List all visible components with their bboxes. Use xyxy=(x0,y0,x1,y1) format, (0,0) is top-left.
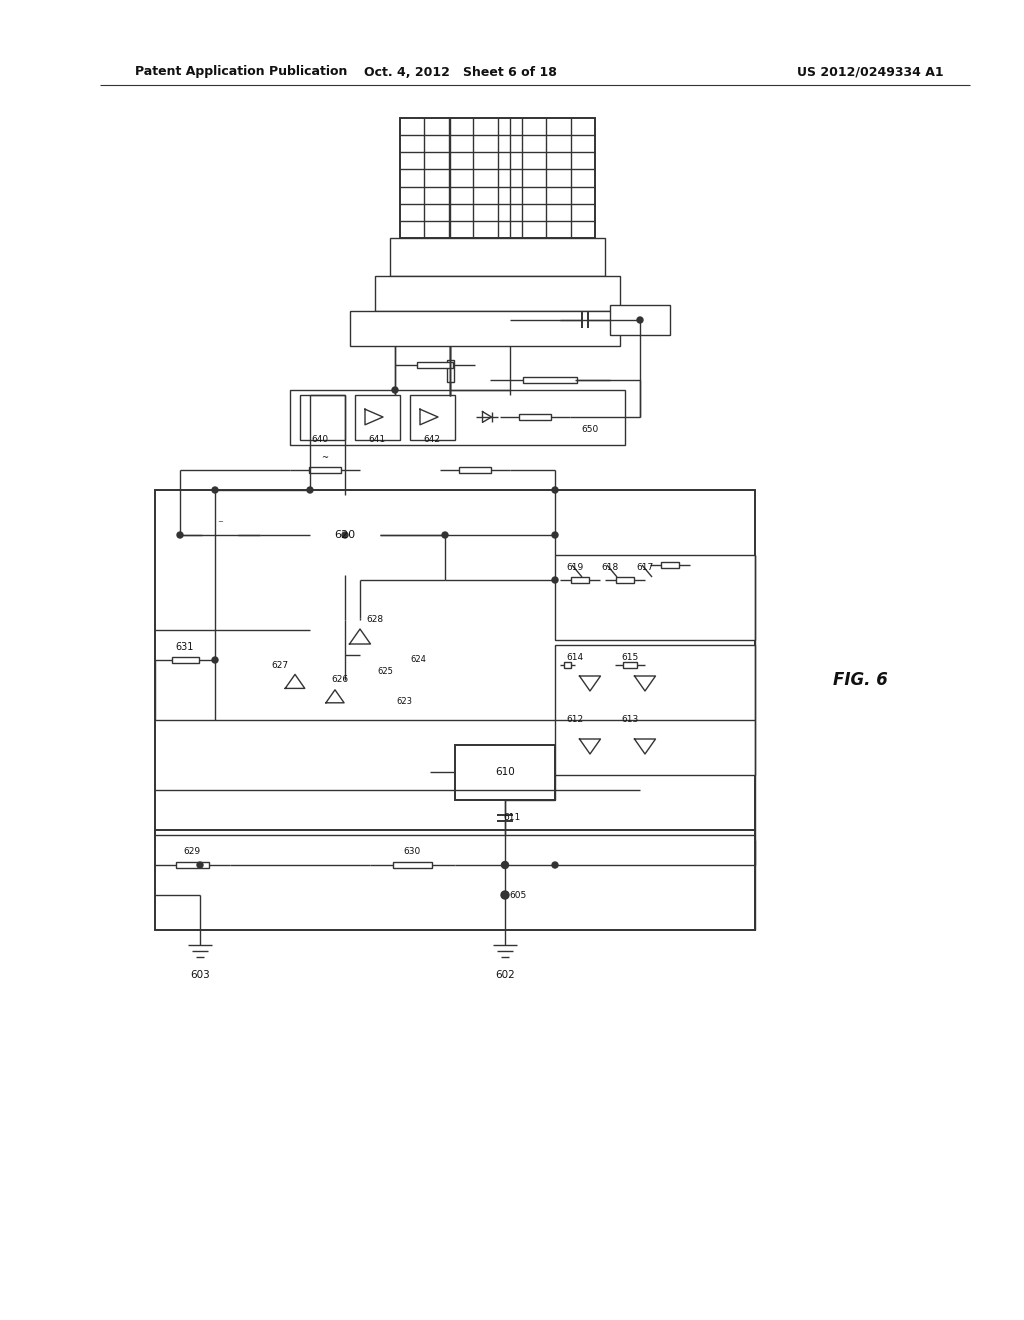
Bar xyxy=(459,467,490,473)
Text: 620: 620 xyxy=(335,531,355,540)
Text: 627: 627 xyxy=(271,660,289,669)
Text: 602: 602 xyxy=(496,970,515,979)
Bar xyxy=(171,657,199,663)
Bar xyxy=(616,577,634,583)
Bar xyxy=(155,830,755,931)
Circle shape xyxy=(501,891,509,899)
Circle shape xyxy=(342,532,348,539)
Bar xyxy=(446,360,454,383)
Bar xyxy=(390,238,605,276)
Bar xyxy=(662,562,679,568)
Circle shape xyxy=(442,532,449,539)
Text: 642: 642 xyxy=(424,436,440,445)
Text: 628: 628 xyxy=(367,615,384,624)
Text: 614: 614 xyxy=(566,652,584,661)
Text: 650: 650 xyxy=(582,425,599,434)
Text: 611: 611 xyxy=(504,813,520,821)
Text: 641: 641 xyxy=(369,436,386,445)
Text: 612: 612 xyxy=(566,715,584,725)
Text: 623: 623 xyxy=(396,697,412,705)
Text: 619: 619 xyxy=(566,562,584,572)
Text: 629: 629 xyxy=(183,847,201,857)
Bar xyxy=(309,467,341,473)
Bar xyxy=(290,389,625,445)
Text: 605: 605 xyxy=(509,891,526,899)
Bar xyxy=(155,490,755,840)
Text: 625: 625 xyxy=(377,667,393,676)
Bar xyxy=(571,577,589,583)
Text: FIG. 6: FIG. 6 xyxy=(833,671,888,689)
Text: 610: 610 xyxy=(496,767,515,777)
Text: 617: 617 xyxy=(636,562,653,572)
Circle shape xyxy=(392,387,398,393)
Bar xyxy=(350,312,620,346)
Text: Oct. 4, 2012   Sheet 6 of 18: Oct. 4, 2012 Sheet 6 of 18 xyxy=(364,66,556,78)
Bar xyxy=(523,378,577,383)
Circle shape xyxy=(212,657,218,663)
Bar xyxy=(519,414,551,420)
Circle shape xyxy=(212,487,218,492)
Text: 630: 630 xyxy=(403,847,421,857)
Text: 615: 615 xyxy=(622,652,639,661)
Bar xyxy=(310,495,380,576)
Bar xyxy=(564,663,570,668)
Text: 624: 624 xyxy=(410,655,426,664)
Circle shape xyxy=(552,532,558,539)
Bar xyxy=(355,395,400,440)
Bar xyxy=(555,645,755,775)
Bar xyxy=(176,862,209,869)
Circle shape xyxy=(197,862,203,869)
Bar xyxy=(417,362,453,368)
Circle shape xyxy=(552,862,558,869)
Bar xyxy=(406,648,431,671)
Bar xyxy=(375,276,620,312)
Bar xyxy=(610,305,670,335)
Text: 618: 618 xyxy=(601,562,618,572)
Bar xyxy=(455,744,555,800)
Bar xyxy=(555,554,755,640)
Circle shape xyxy=(552,577,558,583)
Text: 640: 640 xyxy=(311,436,329,445)
Circle shape xyxy=(502,862,509,869)
Text: ~: ~ xyxy=(322,454,329,462)
Text: 626: 626 xyxy=(332,676,348,685)
Text: ~: ~ xyxy=(217,519,223,525)
Text: Patent Application Publication: Patent Application Publication xyxy=(135,66,347,78)
Text: 613: 613 xyxy=(622,715,639,725)
Text: 603: 603 xyxy=(190,970,210,979)
Bar xyxy=(400,117,595,238)
Bar xyxy=(390,690,418,711)
Text: US 2012/0249334 A1: US 2012/0249334 A1 xyxy=(797,66,943,78)
Circle shape xyxy=(177,532,183,539)
Circle shape xyxy=(637,317,643,323)
Circle shape xyxy=(307,487,313,492)
Bar xyxy=(624,663,637,668)
Bar xyxy=(393,862,432,869)
Text: 631: 631 xyxy=(176,642,195,652)
Bar xyxy=(300,395,345,440)
Circle shape xyxy=(552,487,558,492)
Bar xyxy=(410,395,455,440)
Bar xyxy=(370,660,400,682)
Bar xyxy=(202,532,238,539)
